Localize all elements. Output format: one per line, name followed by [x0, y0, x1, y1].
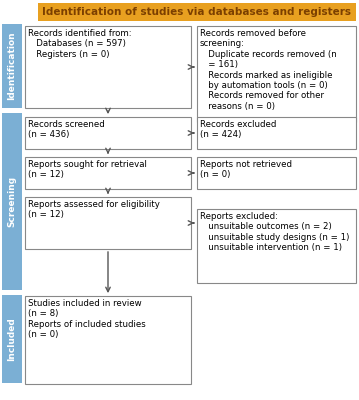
Bar — [25, 117, 191, 149]
Bar — [25, 26, 191, 108]
Text: Reports not retrieved
(n = 0): Reports not retrieved (n = 0) — [200, 160, 292, 179]
Text: Records identified from:
   Databases (n = 597)
   Registers (n = 0): Records identified from: Databases (n = … — [28, 29, 132, 59]
Text: Identification of studies via databases and registers: Identification of studies via databases … — [42, 7, 351, 17]
Text: Included: Included — [8, 317, 17, 361]
Text: Records screened
(n = 436): Records screened (n = 436) — [28, 120, 105, 139]
Text: Reports sought for retrieval
(n = 12): Reports sought for retrieval (n = 12) — [28, 160, 147, 179]
Bar — [25, 197, 191, 249]
Bar — [197, 209, 356, 283]
Text: Records excluded
(n = 424): Records excluded (n = 424) — [200, 120, 276, 139]
Bar — [25, 157, 191, 189]
Bar — [197, 117, 356, 149]
Text: Reports excluded:
   unsuitable outcomes (n = 2)
   unsuitable study designs (n : Reports excluded: unsuitable outcomes (n… — [200, 212, 349, 252]
Text: Records removed before
screening:
   Duplicate records removed (n
   = 161)
   R: Records removed before screening: Duplic… — [200, 29, 337, 111]
Text: Identification: Identification — [8, 32, 17, 100]
Bar — [25, 296, 191, 384]
Bar — [197, 26, 356, 122]
Bar — [197, 157, 356, 189]
Bar — [2, 24, 22, 108]
Text: Reports assessed for eligibility
(n = 12): Reports assessed for eligibility (n = 12… — [28, 200, 160, 219]
Bar — [38, 3, 356, 21]
Bar — [2, 113, 22, 290]
Bar — [2, 295, 22, 383]
Text: Screening: Screening — [8, 176, 17, 226]
Text: Studies included in review
(n = 8)
Reports of included studies
(n = 0): Studies included in review (n = 8) Repor… — [28, 299, 146, 339]
